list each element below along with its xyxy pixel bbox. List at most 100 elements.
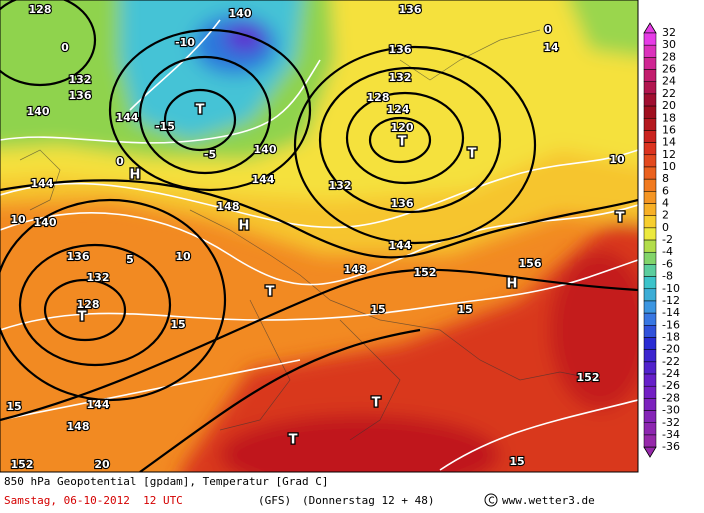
colorbar-swatch bbox=[643, 57, 657, 70]
pressure-center-label: T bbox=[398, 135, 407, 150]
colorbar: 32302826242220181614121086420-2-4-6-8-10… bbox=[643, 22, 680, 458]
colorbar-swatch bbox=[643, 239, 657, 253]
colorbar-arrow-top bbox=[643, 22, 657, 34]
colorbar-label: 20 bbox=[662, 99, 676, 112]
colorbar-label: -26 bbox=[662, 379, 680, 392]
footer-forecast: (Donnerstag 12 + 48) bbox=[302, 494, 434, 507]
colorbar-swatch bbox=[643, 81, 657, 95]
colorbar-label: 2 bbox=[662, 209, 669, 222]
colorbar-swatch bbox=[643, 93, 657, 107]
colorbar-swatch bbox=[643, 142, 657, 156]
colorbar-swatch bbox=[643, 32, 657, 46]
colorbar-label: -14 bbox=[662, 306, 680, 319]
colorbar-label: -24 bbox=[662, 367, 680, 380]
coastlines bbox=[19, 29, 601, 441]
colorbar-swatch bbox=[643, 276, 657, 290]
contour-label: 14 bbox=[543, 41, 559, 54]
colorbar-label: 16 bbox=[662, 123, 676, 136]
contour-label: -15 bbox=[155, 120, 175, 133]
colorbar-swatch bbox=[643, 264, 657, 277]
contour-label: 140 bbox=[34, 216, 57, 229]
colorbar-swatch bbox=[643, 166, 657, 180]
contour-label: 132 bbox=[389, 71, 412, 84]
colorbar-swatch bbox=[643, 203, 657, 216]
colorbar-label: 0 bbox=[662, 221, 669, 234]
contour-label: 136 bbox=[391, 197, 414, 210]
colorbar-label: -32 bbox=[662, 416, 680, 429]
footer-site[interactable]: www.wetter3.de bbox=[502, 494, 595, 507]
colorbar-label: -6 bbox=[662, 257, 673, 270]
copyright-icon bbox=[484, 493, 498, 507]
colorbar-swatch bbox=[643, 178, 657, 192]
contour-label: 144 bbox=[389, 239, 412, 252]
colorbar-label: 14 bbox=[662, 136, 676, 149]
colorbar-swatch bbox=[643, 105, 657, 119]
contour-label: 0 bbox=[61, 41, 69, 54]
contour-label: 124 bbox=[387, 103, 410, 116]
pressure-center-label: H bbox=[130, 168, 141, 183]
footer-date: Samstag, 06-10-2012 12 UTC bbox=[4, 494, 183, 507]
contour-label: 152 bbox=[414, 266, 437, 279]
colorbar-label: -16 bbox=[662, 318, 680, 331]
contour-label: 10 bbox=[175, 250, 191, 263]
colorbar-label: -12 bbox=[662, 294, 680, 307]
colorbar-swatch bbox=[643, 215, 657, 229]
contour-label: 148 bbox=[344, 263, 367, 276]
colorbar-swatch bbox=[643, 373, 657, 387]
contour-label: -10 bbox=[175, 36, 195, 49]
contour-label: 20 bbox=[94, 458, 110, 471]
colorbar-swatch bbox=[643, 300, 657, 314]
colorbar-swatch bbox=[643, 118, 657, 131]
colorbar-swatch bbox=[643, 434, 657, 448]
colorbar-swatch bbox=[643, 410, 657, 424]
contour-label: 144 bbox=[87, 398, 110, 411]
colorbar-label: -2 bbox=[662, 233, 673, 246]
contour-label: 15 bbox=[6, 400, 21, 413]
colorbar-swatch bbox=[643, 227, 657, 241]
colorbar-label: 18 bbox=[662, 111, 676, 124]
colorbar-label: -4 bbox=[662, 245, 673, 258]
colorbar-label: -10 bbox=[662, 282, 680, 295]
colorbar-swatch bbox=[643, 422, 657, 436]
contour-label: 148 bbox=[217, 200, 240, 213]
contour-label: 136 bbox=[67, 250, 90, 263]
pressure-center-label: T bbox=[616, 211, 625, 226]
contour-label: 128 bbox=[29, 3, 52, 16]
contour-label: 128 bbox=[367, 91, 390, 104]
colorbar-swatch bbox=[643, 69, 657, 82]
colorbar-label: 26 bbox=[662, 63, 676, 76]
contour-label: 144 bbox=[116, 111, 139, 124]
colorbar-label: 10 bbox=[662, 160, 676, 173]
colorbar-swatch bbox=[643, 361, 657, 375]
contour-label: 132 bbox=[329, 179, 352, 192]
pressure-center-label: T bbox=[372, 396, 381, 411]
contour-label: 10 bbox=[609, 153, 625, 166]
colorbar-label: -20 bbox=[662, 343, 680, 356]
pressure-center-label: H bbox=[507, 277, 518, 292]
colorbar-label: 4 bbox=[662, 197, 669, 210]
colorbar-swatch bbox=[643, 191, 657, 204]
contour-label: 148 bbox=[67, 420, 90, 433]
contour-label: 144 bbox=[31, 177, 54, 190]
contour-label: 140 bbox=[27, 105, 50, 118]
contour-label: 152 bbox=[577, 371, 600, 384]
contour-label: 152 bbox=[11, 458, 34, 471]
colorbar-swatch bbox=[643, 337, 657, 350]
footer-model: (GFS) bbox=[258, 494, 291, 507]
colorbar-label: -36 bbox=[662, 440, 680, 453]
pressure-center-label: T bbox=[78, 310, 87, 325]
contour-label: 144 bbox=[252, 173, 275, 186]
map-frame bbox=[0, 0, 639, 473]
pressure-center-label: H bbox=[239, 219, 250, 234]
contour-label: 10 bbox=[10, 213, 26, 226]
contour-label: 132 bbox=[69, 73, 92, 86]
contour-label: 136 bbox=[389, 43, 412, 56]
footer-title: 850 hPa Geopotential [gpdam], Temperatur… bbox=[4, 475, 329, 488]
colorbar-swatch bbox=[643, 288, 657, 302]
colorbar-swatch bbox=[643, 398, 657, 411]
colorbar-swatch bbox=[643, 385, 657, 399]
contour-label: 136 bbox=[69, 89, 92, 102]
colorbar-label: -34 bbox=[662, 428, 680, 441]
